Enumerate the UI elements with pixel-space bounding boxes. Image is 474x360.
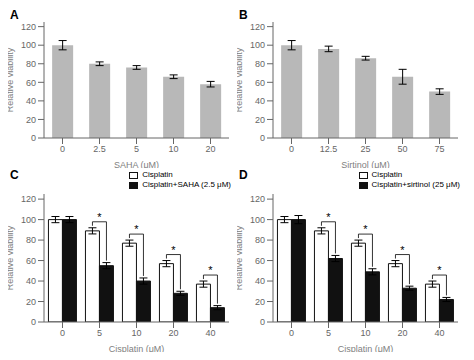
svg-text:Cisplatin (μM): Cisplatin (μM) [338, 344, 394, 352]
svg-text:*: * [208, 264, 213, 276]
svg-text:20: 20 [255, 297, 265, 307]
svg-text:60: 60 [26, 256, 36, 266]
svg-text:100: 100 [250, 40, 265, 50]
svg-text:0: 0 [60, 328, 65, 338]
svg-text:60: 60 [255, 78, 265, 88]
svg-text:0: 0 [260, 133, 265, 143]
html-text:A: A [10, 8, 19, 22]
svg-text:Sirtinol (μM): Sirtinol (μM) [341, 160, 390, 168]
html-text:C: C [10, 168, 19, 182]
svg-text:80: 80 [255, 235, 265, 245]
svg-text:10: 10 [131, 328, 141, 338]
svg-text:20: 20 [255, 115, 265, 125]
svg-text:120: 120 [21, 22, 36, 32]
svg-text:Relative viability: Relative viability [8, 225, 15, 290]
svg-text:40: 40 [26, 276, 36, 286]
svg-text:Relative viability: Relative viability [237, 47, 244, 112]
svg-text:60: 60 [26, 78, 36, 88]
html-text:Cisplatin+SAHA (2.5 μM): Cisplatin+SAHA (2.5 μM) [142, 180, 231, 189]
svg-text:40: 40 [434, 328, 444, 338]
html-text:Cisplatin: Cisplatin [142, 170, 173, 179]
svg-text:0: 0 [289, 144, 294, 154]
svg-text:40: 40 [255, 276, 265, 286]
svg-text:40: 40 [255, 96, 265, 106]
svg-text:*: * [437, 264, 442, 276]
svg-text:120: 120 [21, 194, 36, 204]
svg-text:10: 10 [360, 328, 370, 338]
svg-text:*: * [326, 211, 331, 223]
html-text:D: D [239, 168, 248, 182]
svg-text:0: 0 [31, 317, 36, 327]
svg-text:12.5: 12.5 [320, 144, 338, 154]
svg-text:5: 5 [134, 144, 139, 154]
svg-text:*: * [363, 223, 368, 235]
svg-text:120: 120 [250, 194, 265, 204]
svg-text:20: 20 [26, 297, 36, 307]
svg-text:120: 120 [250, 22, 265, 32]
svg-text:100: 100 [250, 215, 265, 225]
svg-text:80: 80 [26, 59, 36, 69]
svg-text:100: 100 [21, 40, 36, 50]
svg-text:60: 60 [255, 256, 265, 266]
svg-text:Relative viability: Relative viability [237, 225, 244, 290]
svg-text:2.5: 2.5 [93, 144, 106, 154]
svg-text:75: 75 [434, 144, 444, 154]
svg-text:*: * [134, 223, 139, 235]
svg-text:*: * [400, 244, 405, 256]
svg-text:20: 20 [205, 144, 215, 154]
svg-text:10: 10 [168, 144, 178, 154]
svg-text:5: 5 [97, 328, 102, 338]
html-text:B: B [239, 8, 248, 22]
svg-text:Cisplatin (μM): Cisplatin (μM) [109, 344, 165, 352]
svg-text:80: 80 [26, 235, 36, 245]
svg-text:0: 0 [289, 328, 294, 338]
svg-text:*: * [171, 244, 176, 256]
svg-text:0: 0 [60, 144, 65, 154]
svg-text:80: 80 [255, 59, 265, 69]
svg-text:0: 0 [31, 133, 36, 143]
svg-text:Relative viability: Relative viability [8, 47, 15, 112]
svg-text:5: 5 [326, 328, 331, 338]
svg-text:0: 0 [260, 317, 265, 327]
svg-text:20: 20 [26, 115, 36, 125]
svg-text:25: 25 [360, 144, 370, 154]
svg-text:40: 40 [26, 96, 36, 106]
svg-text:SAHA (μM): SAHA (μM) [114, 160, 159, 168]
svg-text:40: 40 [205, 328, 215, 338]
svg-text:50: 50 [397, 144, 407, 154]
html-text:Cisplatin+sirtinol (25 μM): Cisplatin+sirtinol (25 μM) [371, 180, 460, 189]
svg-text:100: 100 [21, 215, 36, 225]
svg-text:20: 20 [397, 328, 407, 338]
svg-text:20: 20 [168, 328, 178, 338]
svg-text:*: * [97, 211, 102, 223]
html-text:Cisplatin: Cisplatin [371, 170, 403, 179]
